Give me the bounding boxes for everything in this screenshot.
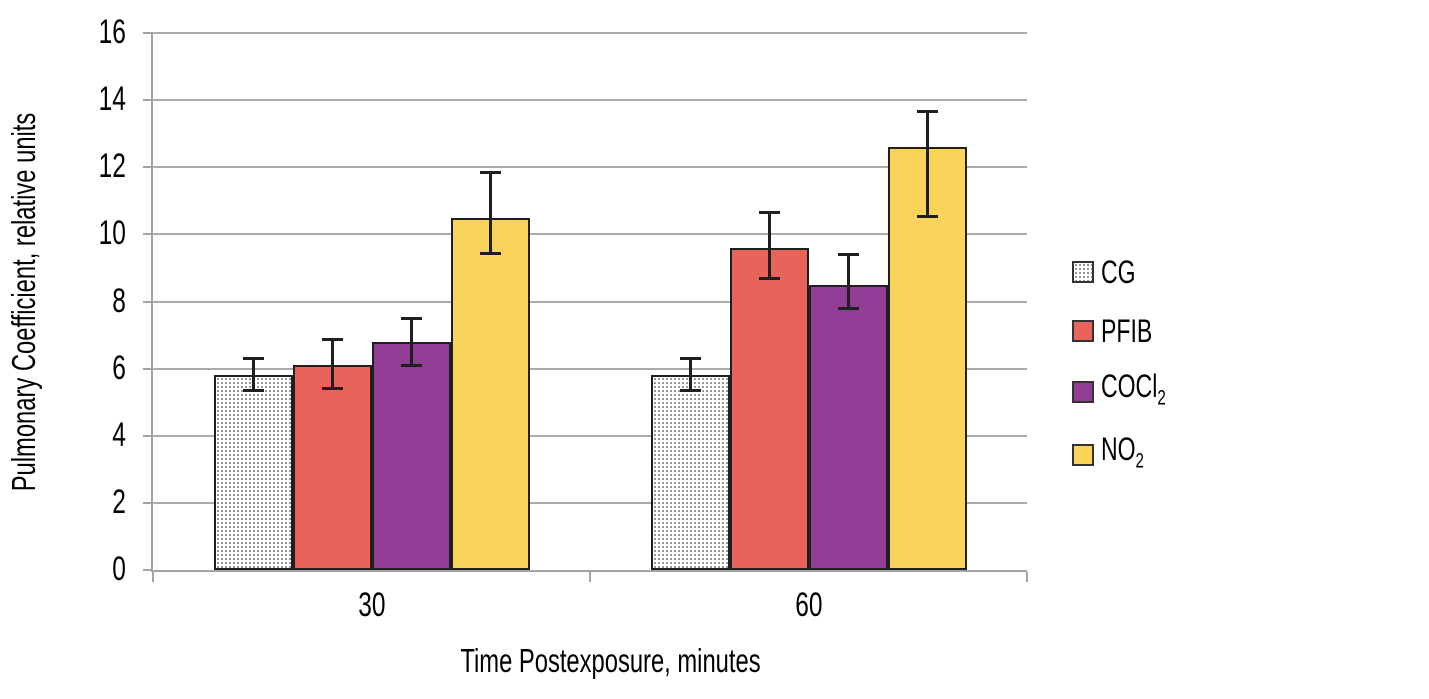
y-tick-label-14: 14 (26, 82, 126, 116)
error-cap-bottom-CG-60 (680, 389, 701, 392)
error-cap-top-PFIB-60 (759, 211, 780, 214)
legend-item-CG: CG (1072, 255, 1272, 289)
gridline-y-4 (153, 435, 1027, 437)
error-bar-NO2-60 (926, 110, 929, 217)
y-tick-label-0: 0 (26, 552, 126, 586)
legend-label-NO2: NO2 (1101, 430, 1144, 473)
gridline-y-8 (153, 301, 1027, 303)
error-cap-top-COCl2-30 (401, 317, 422, 320)
x-tick-0 (152, 572, 154, 582)
y-tick-label-text: 4 (112, 416, 126, 454)
y-tick-4 (143, 435, 153, 437)
y-tick-16 (143, 32, 153, 34)
y-tick-label-text: 2 (112, 483, 126, 521)
y-tick-label-4: 4 (26, 418, 126, 452)
y-tick-10 (143, 233, 153, 235)
error-bar-NO2-30 (489, 171, 492, 255)
bar-COCl2-30 (372, 342, 451, 570)
legend-label-COCl2: COCl2 (1101, 367, 1166, 410)
chart-legend: CG PFIB COCl2 NO2 (1072, 0, 1272, 699)
error-cap-bottom-NO2-30 (480, 252, 501, 255)
y-tick-2 (143, 502, 153, 504)
legend-item-PFIB: PFIB (1072, 314, 1272, 348)
y-tick-14 (143, 99, 153, 101)
error-cap-top-CG-60 (680, 357, 701, 360)
y-tick-label-2: 2 (26, 485, 126, 519)
error-cap-top-NO2-60 (917, 110, 938, 113)
y-tick-label-8: 8 (26, 284, 126, 318)
x-tick-label-30: 30 (292, 586, 452, 624)
legend-swatch-CG (1072, 261, 1094, 283)
x-tick-label-60: 60 (729, 586, 889, 624)
error-cap-top-COCl2-60 (838, 253, 859, 256)
gridline-y-16 (153, 32, 1027, 34)
gridline-y-14 (153, 99, 1027, 101)
bar-NO2-30 (451, 218, 530, 570)
y-tick-label-10: 10 (26, 216, 126, 250)
y-tick-label-text: 16 (98, 13, 126, 51)
x-tick-1 (589, 572, 591, 582)
x-tick-2 (1026, 572, 1028, 582)
y-tick-8 (143, 301, 153, 303)
error-cap-bottom-PFIB-60 (759, 277, 780, 280)
legend-swatch-COCl2 (1072, 381, 1094, 403)
error-bar-COCl2-60 (847, 253, 850, 310)
error-cap-top-CG-30 (243, 357, 264, 360)
bar-CG-60 (651, 375, 730, 570)
x-axis-title: Time Postexposure, minutes (459, 642, 761, 679)
legend-item-NO2: NO2 (1072, 432, 1272, 472)
y-tick-label-text: 12 (98, 147, 126, 185)
error-cap-bottom-NO2-60 (917, 215, 938, 218)
y-tick-label-text: 8 (112, 282, 126, 320)
legend-item-COCl2: COCl2 (1072, 369, 1272, 409)
y-tick-label-6: 6 (26, 351, 126, 385)
error-cap-bottom-COCl2-60 (838, 307, 859, 310)
error-bar-COCl2-30 (410, 317, 413, 367)
bar-PFIB-60 (730, 248, 809, 570)
y-axis-line (151, 33, 153, 572)
error-cap-top-NO2-30 (480, 171, 501, 174)
legend-swatch-PFIB (1072, 320, 1094, 342)
error-bar-CG-30 (252, 357, 255, 392)
y-tick-label-text: 10 (98, 214, 126, 252)
legend-swatch-NO2 (1072, 444, 1094, 466)
error-cap-bottom-PFIB-30 (322, 387, 343, 390)
bar-CG-30 (214, 375, 293, 570)
y-tick-6 (143, 368, 153, 370)
bar-COCl2-60 (809, 285, 888, 570)
gridline-y-2 (153, 502, 1027, 504)
y-tick-label-text: 6 (112, 349, 126, 387)
legend-label-CG: CG (1101, 254, 1136, 290)
gridline-y-6 (153, 368, 1027, 370)
gridline-y-12 (153, 166, 1027, 168)
error-bar-PFIB-30 (331, 338, 334, 390)
gridline-y-10 (153, 233, 1027, 235)
error-bar-CG-60 (689, 357, 692, 392)
bar-PFIB-30 (293, 365, 372, 570)
error-cap-bottom-COCl2-30 (401, 364, 422, 367)
error-cap-bottom-CG-30 (243, 389, 264, 392)
y-tick-label-16: 16 (26, 15, 126, 49)
y-tick-0 (143, 569, 153, 571)
x-tick-label-text: 60 (795, 586, 823, 624)
x-axis-title-container: Time Postexposure, minutes (173, 641, 1047, 681)
legend-label-PFIB: PFIB (1101, 313, 1153, 349)
x-axis-line (151, 570, 1027, 572)
y-tick-12 (143, 166, 153, 168)
y-tick-label-12: 12 (26, 149, 126, 183)
y-tick-label-text: 14 (98, 80, 126, 118)
error-bar-PFIB-60 (768, 211, 771, 280)
y-tick-label-text: 0 (112, 550, 126, 588)
error-cap-top-PFIB-30 (322, 338, 343, 341)
x-tick-label-text: 30 (358, 586, 386, 624)
